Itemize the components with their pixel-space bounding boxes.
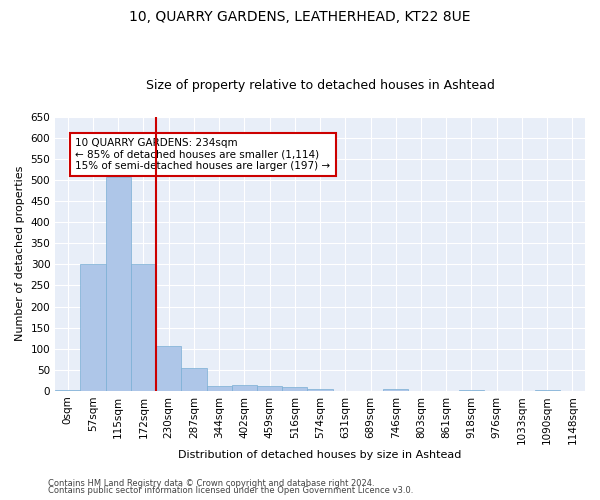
Bar bbox=[80, 264, 106, 391]
Text: Contains HM Land Registry data © Crown copyright and database right 2024.: Contains HM Land Registry data © Crown c… bbox=[48, 478, 374, 488]
Text: 10 QUARRY GARDENS: 234sqm
← 85% of detached houses are smaller (1,114)
15% of se: 10 QUARRY GARDENS: 234sqm ← 85% of detac… bbox=[76, 138, 331, 171]
Bar bbox=[383, 388, 409, 391]
Bar bbox=[55, 390, 80, 391]
Bar bbox=[459, 390, 484, 391]
Bar bbox=[307, 388, 332, 391]
Bar bbox=[282, 388, 307, 391]
Text: Contains public sector information licensed under the Open Government Licence v3: Contains public sector information licen… bbox=[48, 486, 413, 495]
Bar bbox=[106, 177, 131, 391]
Bar bbox=[181, 368, 206, 391]
Title: Size of property relative to detached houses in Ashtead: Size of property relative to detached ho… bbox=[146, 79, 494, 92]
Bar bbox=[257, 386, 282, 391]
Y-axis label: Number of detached properties: Number of detached properties bbox=[15, 166, 25, 342]
Bar bbox=[131, 264, 156, 391]
Bar bbox=[232, 386, 257, 391]
Bar bbox=[156, 346, 181, 391]
Bar bbox=[535, 390, 560, 391]
Bar bbox=[206, 386, 232, 391]
Text: 10, QUARRY GARDENS, LEATHERHEAD, KT22 8UE: 10, QUARRY GARDENS, LEATHERHEAD, KT22 8U… bbox=[129, 10, 471, 24]
X-axis label: Distribution of detached houses by size in Ashtead: Distribution of detached houses by size … bbox=[178, 450, 462, 460]
